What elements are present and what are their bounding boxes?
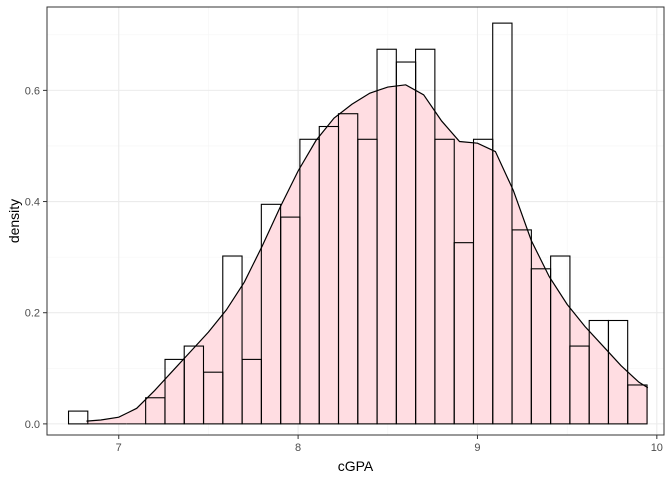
density-layer <box>86 84 649 424</box>
y-tick-label: 0.6 <box>25 85 40 97</box>
histogram-bar <box>222 255 243 425</box>
x-axis-title: cGPA <box>338 458 374 474</box>
y-tick-label: 0.2 <box>25 308 40 320</box>
x-tick-label: 10 <box>651 442 663 454</box>
x-tick-label: 8 <box>295 442 301 454</box>
histogram-bar <box>550 255 571 425</box>
histogram-bar <box>492 22 513 425</box>
histogram-bar <box>627 384 648 425</box>
panel-border <box>46 6 665 436</box>
y-axis-title: density <box>6 199 22 243</box>
histogram-bar <box>607 319 629 425</box>
y-axis-ticks: 0.0 0.2 0.4 0.6 <box>25 85 47 431</box>
y-tick-label: 0.0 <box>25 419 40 431</box>
density-area <box>86 84 648 424</box>
x-tick-label: 9 <box>474 442 480 454</box>
y-tick-label: 0.4 <box>25 197 40 209</box>
histogram-layer <box>67 22 648 425</box>
density-curve <box>86 84 649 422</box>
x-tick-label: 7 <box>116 442 122 454</box>
x-axis-ticks: 7 8 9 10 <box>116 435 663 454</box>
histogram-bar <box>67 410 89 425</box>
